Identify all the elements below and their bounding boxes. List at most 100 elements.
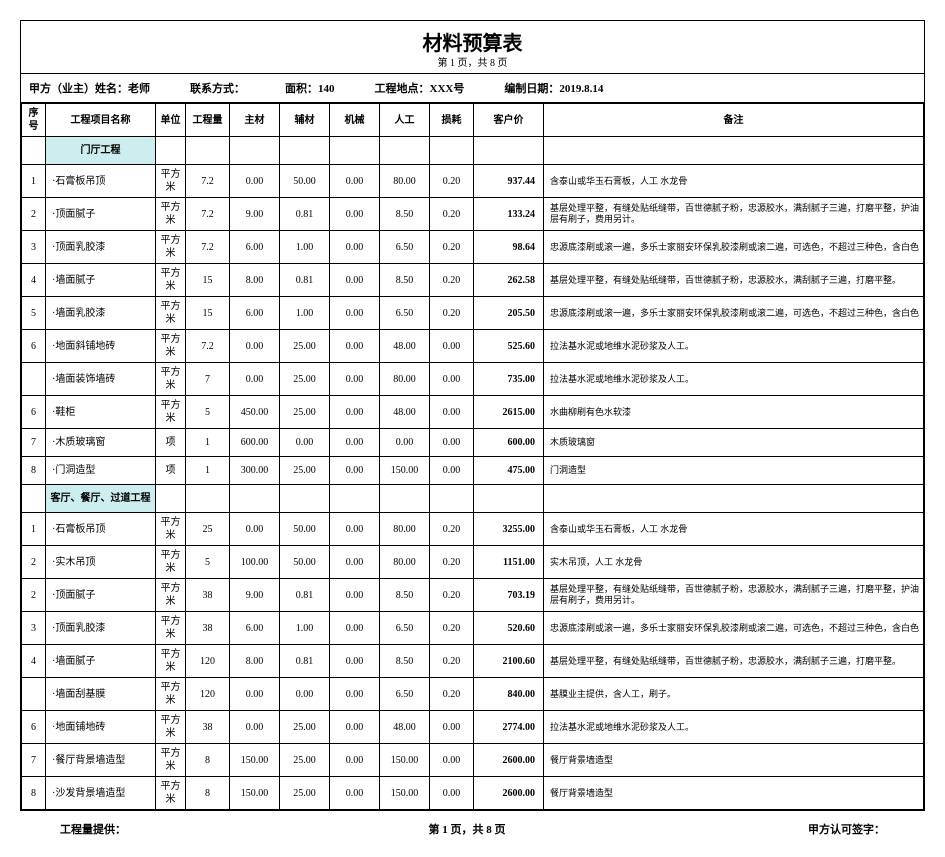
loc-value: XXX号: [430, 83, 465, 95]
labor-cell: 80.00: [380, 546, 430, 579]
labor-cell: 150.00: [380, 777, 430, 810]
note-cell: 水曲柳刷有色水软漆: [544, 396, 924, 429]
loss-cell: 0.20: [430, 645, 474, 678]
name-cell: ·门洞造型: [46, 457, 156, 485]
price-cell: 262.58: [474, 264, 544, 297]
table-body: 门厅工程1·石膏板吊顶平方米7.20.0050.000.0080.000.209…: [22, 137, 924, 810]
section-header-row: 门厅工程: [22, 137, 924, 165]
main-cell: 0.00: [230, 363, 280, 396]
page-footer: 工程量提供： 第 1 页，共 8 页 甲方认可签字：: [20, 811, 925, 837]
qty-cell: 25: [186, 513, 230, 546]
qty-cell: 38: [186, 612, 230, 645]
section-blank: [156, 485, 186, 513]
idx-cell: 6: [22, 711, 46, 744]
mach-cell: 0.00: [330, 396, 380, 429]
mach-cell: 0.00: [330, 711, 380, 744]
idx-cell: 6: [22, 396, 46, 429]
idx-cell: [22, 363, 46, 396]
loss-cell: 0.20: [430, 231, 474, 264]
note-cell: 拉法基水泥或地维水泥砂浆及人工。: [544, 363, 924, 396]
note-cell: 拉法基水泥或地维水泥砂浆及人工。: [544, 711, 924, 744]
main-cell: 150.00: [230, 744, 280, 777]
main-cell: 6.00: [230, 297, 280, 330]
qty-cell: 7.2: [186, 165, 230, 198]
unit-cell: 平方米: [156, 546, 186, 579]
qty-cell: 120: [186, 645, 230, 678]
mach-cell: 0.00: [330, 513, 380, 546]
main-cell: 0.00: [230, 330, 280, 363]
area-info: 面积：140: [285, 80, 335, 96]
aux-cell: 1.00: [280, 231, 330, 264]
qty-cell: 8: [186, 744, 230, 777]
table-row: 3·顶面乳胶漆平方米386.001.000.006.500.20520.60忠源…: [22, 612, 924, 645]
price-cell: 2100.60: [474, 645, 544, 678]
name-cell: ·墙面乳胶漆: [46, 297, 156, 330]
labor-cell: 8.50: [380, 198, 430, 231]
aux-cell: 0.00: [280, 429, 330, 457]
unit-cell: 项: [156, 429, 186, 457]
labor-cell: 48.00: [380, 330, 430, 363]
labor-cell: 48.00: [380, 396, 430, 429]
unit-cell: 平方米: [156, 777, 186, 810]
table-row: 1·石膏板吊顶平方米7.20.0050.000.0080.000.20937.4…: [22, 165, 924, 198]
area-value: 140: [318, 83, 335, 95]
note-cell: 基层处理平整，有缝处贴纸缝带，百世德腻子粉，忠源胶水，满刮腻子三遍，打磨平整，护…: [544, 198, 924, 231]
section-blank: [22, 137, 46, 165]
main-cell: 0.00: [230, 678, 280, 711]
price-cell: 525.60: [474, 330, 544, 363]
main-cell: 150.00: [230, 777, 280, 810]
qty-cell: 1: [186, 457, 230, 485]
name-cell: ·鞋柜: [46, 396, 156, 429]
name-cell: ·顶面乳胶漆: [46, 612, 156, 645]
qty-cell: 120: [186, 678, 230, 711]
labor-cell: 8.50: [380, 264, 430, 297]
aux-cell: 50.00: [280, 513, 330, 546]
mach-cell: 0.00: [330, 457, 380, 485]
unit-cell: 平方米: [156, 744, 186, 777]
th-price: 客户价: [474, 104, 544, 137]
note-cell: 餐厅背景墙造型: [544, 744, 924, 777]
aux-cell: 1.00: [280, 297, 330, 330]
name-cell: ·顶面腻子: [46, 579, 156, 612]
table-row: 1·石膏板吊顶平方米250.0050.000.0080.000.203255.0…: [22, 513, 924, 546]
idx-cell: 3: [22, 231, 46, 264]
price-cell: 937.44: [474, 165, 544, 198]
idx-cell: 7: [22, 429, 46, 457]
loss-cell: 0.00: [430, 429, 474, 457]
idx-cell: 2: [22, 579, 46, 612]
main-cell: 0.00: [230, 711, 280, 744]
section-blank: [280, 485, 330, 513]
qty-cell: 7.2: [186, 330, 230, 363]
loss-cell: 0.20: [430, 297, 474, 330]
table-row: 2·顶面腻子平方米7.29.000.810.008.500.20133.24基层…: [22, 198, 924, 231]
table-row: ·墙面装饰墙砖平方米70.0025.000.0080.000.00735.00拉…: [22, 363, 924, 396]
unit-cell: 平方米: [156, 645, 186, 678]
qty-cell: 7.2: [186, 198, 230, 231]
aux-cell: 25.00: [280, 363, 330, 396]
aux-cell: 25.00: [280, 396, 330, 429]
mach-cell: 0.00: [330, 198, 380, 231]
idx-cell: 1: [22, 513, 46, 546]
budget-table: 序号 工程项目名称 单位 工程量 主材 辅材 机械 人工 损耗 客户价 备注 门…: [21, 103, 924, 810]
main-cell: 8.00: [230, 264, 280, 297]
owner-label: 甲方（业主）姓名：: [29, 83, 128, 95]
unit-cell: 平方米: [156, 330, 186, 363]
section-blank: [280, 137, 330, 165]
unit-cell: 平方米: [156, 396, 186, 429]
note-cell: 门洞造型: [544, 457, 924, 485]
aux-cell: 25.00: [280, 711, 330, 744]
name-cell: ·墙面腻子: [46, 645, 156, 678]
aux-cell: 25.00: [280, 744, 330, 777]
unit-cell: 平方米: [156, 165, 186, 198]
labor-cell: 6.50: [380, 612, 430, 645]
idx-cell: 2: [22, 546, 46, 579]
idx-cell: 1: [22, 165, 46, 198]
unit-cell: 平方米: [156, 513, 186, 546]
main-cell: 9.00: [230, 198, 280, 231]
unit-cell: 平方米: [156, 612, 186, 645]
owner-value: 老师: [128, 83, 150, 95]
aux-cell: 50.00: [280, 165, 330, 198]
idx-cell: 7: [22, 744, 46, 777]
table-row: 6·地面斜铺地砖平方米7.20.0025.000.0048.000.00525.…: [22, 330, 924, 363]
aux-cell: 25.00: [280, 457, 330, 485]
